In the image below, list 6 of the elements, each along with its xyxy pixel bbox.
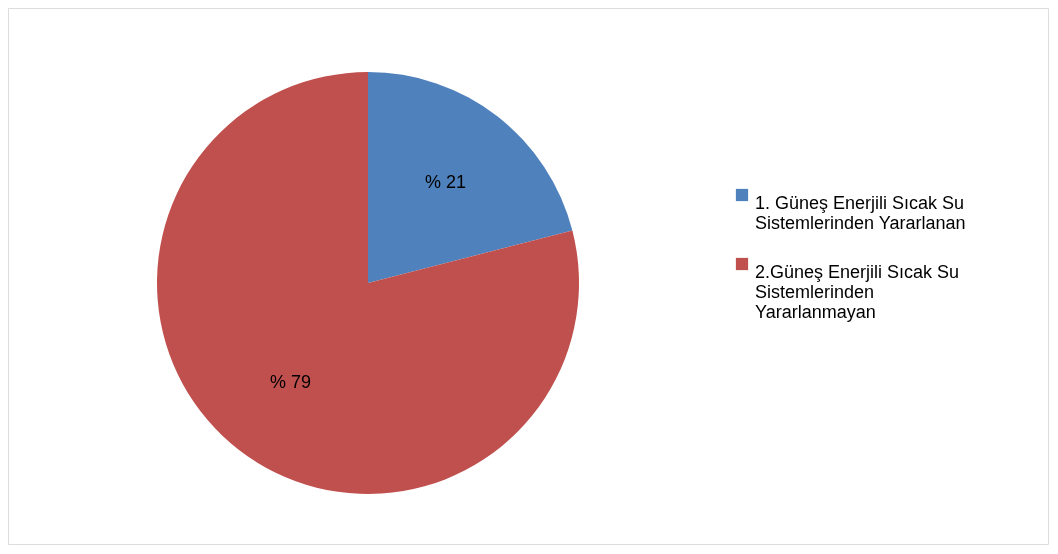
legend-label: 1. Güneş Enerjili Sıcak Su Sistemlerinden Yararlanan <box>755 193 966 233</box>
pie-slice <box>157 72 579 494</box>
pie-slice <box>368 72 573 283</box>
legend-label: 2.Güneş Enerjili Sıcak Su Sistemlerinden Yararlanmayan <box>755 262 960 322</box>
data-label: % 21 <box>425 171 467 192</box>
data-label: % 79 <box>269 372 311 393</box>
